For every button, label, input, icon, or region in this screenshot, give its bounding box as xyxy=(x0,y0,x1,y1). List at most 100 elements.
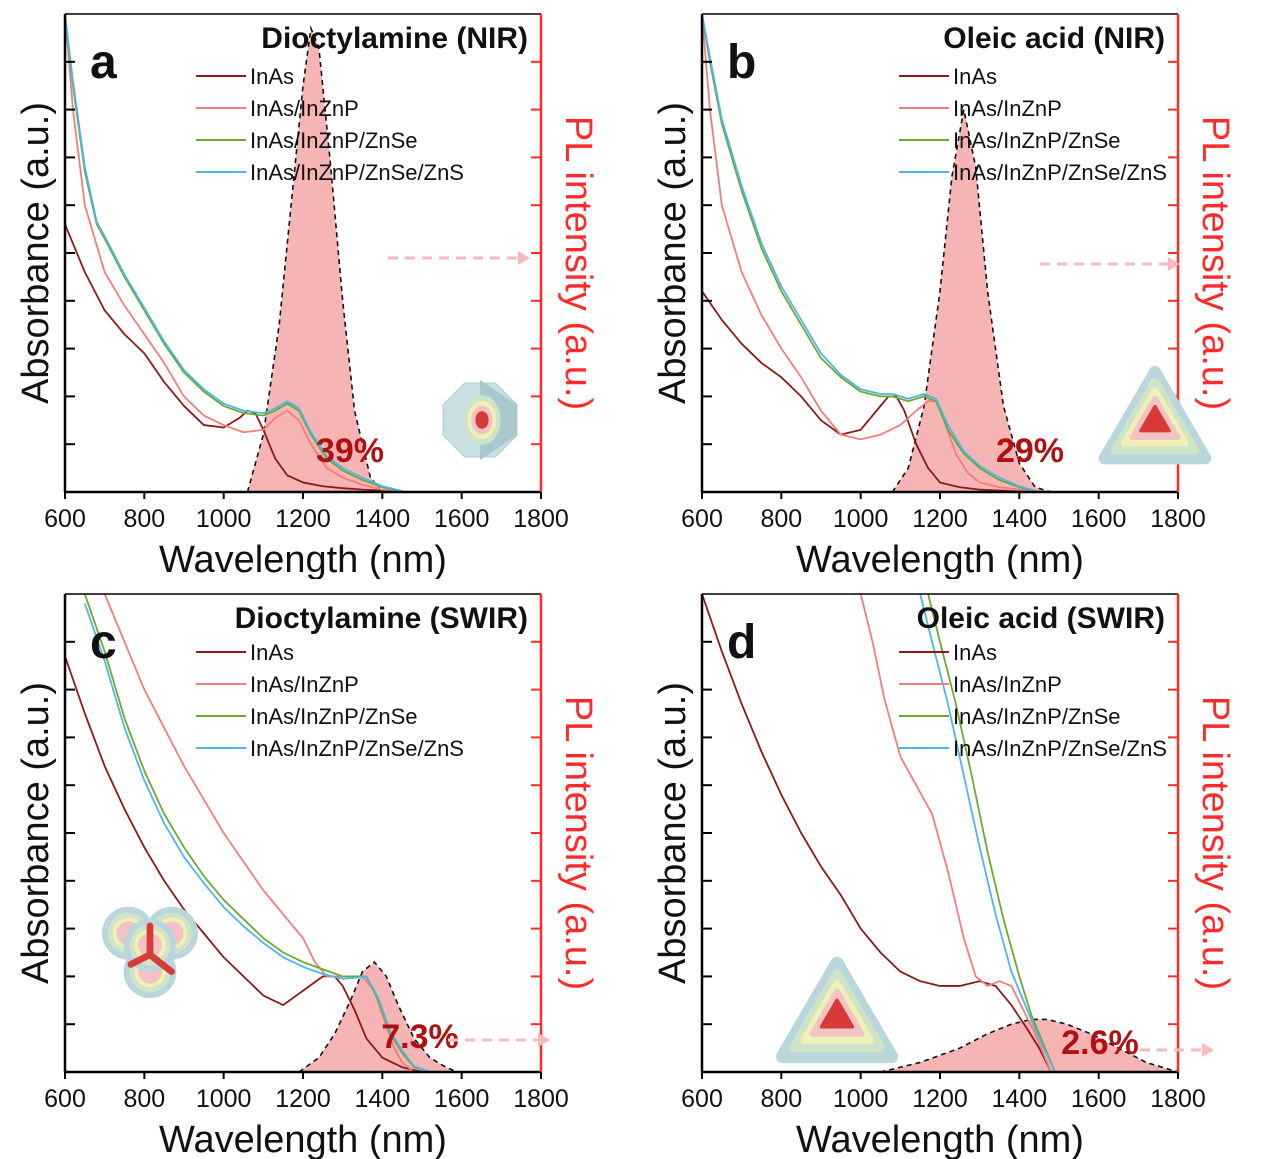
y-axis-title-left: Absorbance (a.u.) xyxy=(15,682,57,984)
series-line-d-1 xyxy=(859,593,1052,1073)
plqy-label: 39% xyxy=(316,432,384,470)
plqy-label: 2.6% xyxy=(1061,1024,1139,1062)
legend-entry: InAs/InZnP xyxy=(953,672,1062,697)
plqy-label: 29% xyxy=(996,432,1064,470)
x-tick-label: 1200 xyxy=(912,505,968,533)
x-tick-label: 600 xyxy=(44,505,86,533)
legend-entry: InAs/InZnP/ZnSe xyxy=(250,128,418,153)
x-tick-label: 1000 xyxy=(196,1085,252,1113)
panel-a: 600 800 1000 1200 1400 1600 1800 Wavelength (nm… xyxy=(0,0,637,579)
pl-peak-outline xyxy=(298,960,458,1073)
nanocrystal-inset-icon xyxy=(775,956,899,1064)
legend-entry: InAs xyxy=(953,640,997,665)
arrow-head-icon xyxy=(518,251,530,265)
x-tick-label: 1400 xyxy=(355,505,411,533)
y-axis-title-right: PL intensity (a.u.) xyxy=(557,116,599,410)
legend-entry: InAs/InZnP/ZnSe/ZnS xyxy=(250,160,464,185)
core-arms xyxy=(127,922,175,975)
series-line-b-1 xyxy=(701,13,1040,493)
x-tick-label: 600 xyxy=(44,1085,86,1113)
y-axis-title-left: Absorbance (a.u.) xyxy=(652,682,694,984)
panel-title: Dioctylamine (SWIR) xyxy=(235,602,528,635)
series-line-d-2 xyxy=(927,593,1056,1073)
x-tick-label: 1400 xyxy=(992,1085,1048,1113)
y-axis-title-right: PL intensity (a.u.) xyxy=(557,696,599,990)
x-tick-label: 1400 xyxy=(992,505,1048,533)
y-axis-title-left: Absorbance (a.u.) xyxy=(15,102,57,404)
legend-entry: InAs/InZnP/ZnSe/ZnS xyxy=(953,736,1167,761)
y-axis-title-left: Absorbance (a.u.) xyxy=(652,102,694,404)
panel-c: 600 800 1000 1200 1400 1600 1800 Wavelength (nm… xyxy=(0,580,637,1159)
pl-peak-fill xyxy=(299,962,458,1072)
x-axis-title: Wavelength (nm) xyxy=(159,539,447,579)
legend-entry: InAs/InZnP xyxy=(953,96,1062,121)
legend-entry: InAs/InZnP/ZnSe xyxy=(953,704,1121,729)
shell-layer xyxy=(1139,404,1171,433)
panel-d: 600 800 1000 1200 1400 1600 1800 Wavelength (nm… xyxy=(637,580,1274,1159)
panel-title: Oleic acid (NIR) xyxy=(943,22,1165,55)
x-tick-label: 1800 xyxy=(513,505,569,533)
legend-entry: InAs/InZnP/ZnSe xyxy=(953,128,1121,153)
x-tick-label: 1600 xyxy=(434,505,490,533)
series-line-c-1 xyxy=(103,593,415,1073)
series-line-d-3 xyxy=(919,593,1056,1073)
x-tick-label: 600 xyxy=(681,505,723,533)
series-line-d-0 xyxy=(701,593,1052,1073)
arrow-head-icon xyxy=(1202,1043,1214,1057)
nanocrystal-inset-icon xyxy=(442,380,518,460)
series-line-c-0 xyxy=(64,655,423,1073)
panel-title: Oleic acid (SWIR) xyxy=(917,602,1165,635)
arrow-head-icon xyxy=(538,1033,550,1047)
y-axis-title-right: PL intensity (a.u.) xyxy=(1194,696,1236,990)
chart-svg: 600 800 1000 1200 1400 1600 1800 Wavelength (nm… xyxy=(652,593,1236,1159)
nanocrystal-inset-icon xyxy=(101,906,199,998)
plqy-label: 7.3% xyxy=(381,1018,459,1056)
legend-entry: InAs xyxy=(953,64,997,89)
panel-letter: c xyxy=(90,616,117,669)
x-axis-title: Wavelength (nm) xyxy=(159,1119,447,1159)
x-tick-label: 1800 xyxy=(1150,1085,1206,1113)
panel-letter: a xyxy=(90,36,117,89)
panel-b: 600 800 1000 1200 1400 1600 1800 Wavelength (nm… xyxy=(637,0,1274,579)
legend-entry: InAs/InZnP xyxy=(250,672,359,697)
x-axis-title: Wavelength (nm) xyxy=(796,1119,1084,1159)
series-line-c-3 xyxy=(83,603,431,1073)
x-tick-label: 1200 xyxy=(912,1085,968,1113)
pl-peak-outline xyxy=(880,1018,1179,1073)
x-tick-label: 800 xyxy=(760,1085,802,1113)
legend-entry: InAs/InZnP/ZnSe/ZnS xyxy=(250,736,464,761)
chart-svg: 600 800 1000 1200 1400 1600 1800 Wavelength (nm… xyxy=(15,13,599,579)
legend-entry: InAs xyxy=(250,64,294,89)
legend-entry: InAs/InZnP xyxy=(250,96,359,121)
x-tick-label: 1600 xyxy=(1071,505,1127,533)
series-line-a-1 xyxy=(64,13,403,493)
shell-layer xyxy=(819,998,855,1029)
x-tick-label: 1800 xyxy=(1150,505,1206,533)
x-tick-label: 1000 xyxy=(196,505,252,533)
x-tick-label: 1800 xyxy=(513,1085,569,1113)
x-tick-label: 1200 xyxy=(275,1085,331,1113)
series-line-b-3 xyxy=(701,13,1040,493)
x-tick-label: 1200 xyxy=(275,505,331,533)
x-tick-label: 600 xyxy=(681,1085,723,1113)
arrow-head-icon xyxy=(1168,257,1180,271)
nanocrystal-inset-icon xyxy=(1098,366,1212,465)
chart-svg: 600 800 1000 1200 1400 1600 1800 Wavelength (nm… xyxy=(652,13,1236,579)
x-tick-label: 800 xyxy=(760,505,802,533)
panel-letter: d xyxy=(727,616,756,669)
series-line-b-2 xyxy=(701,13,1040,493)
pl-peak-outline xyxy=(891,109,1052,493)
y-axis-title-right: PL intensity (a.u.) xyxy=(1194,116,1236,410)
panel-letter: b xyxy=(727,36,756,89)
series-line-a-3 xyxy=(64,13,403,492)
x-axis-title: Wavelength (nm) xyxy=(796,539,1084,579)
legend-entry: InAs/InZnP/ZnSe/ZnS xyxy=(953,160,1167,185)
series-line-a-2 xyxy=(64,13,403,493)
x-tick-label: 800 xyxy=(123,505,165,533)
x-tick-label: 800 xyxy=(123,1085,165,1113)
pl-peak-fill xyxy=(247,28,383,493)
x-tick-label: 1400 xyxy=(355,1085,411,1113)
chart-svg: 600 800 1000 1200 1400 1600 1800 Wavelength (nm… xyxy=(15,593,599,1159)
x-tick-label: 1000 xyxy=(833,1085,889,1113)
legend-entry: InAs/InZnP/ZnSe xyxy=(250,704,418,729)
